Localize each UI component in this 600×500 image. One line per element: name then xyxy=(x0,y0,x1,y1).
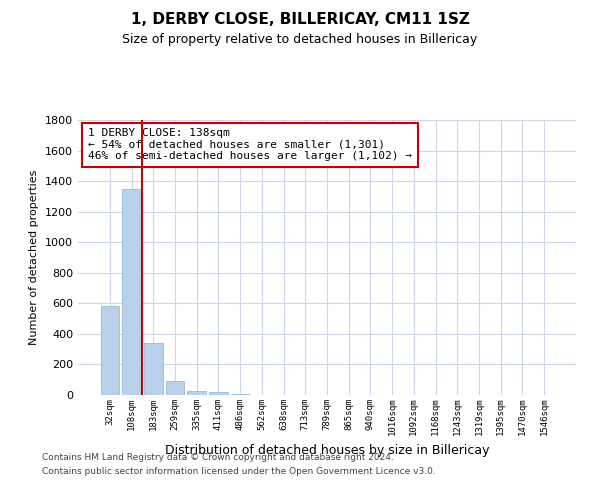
Bar xyxy=(101,306,119,395)
Bar xyxy=(209,392,227,395)
Bar xyxy=(144,343,163,395)
Bar xyxy=(187,390,206,395)
Text: Size of property relative to detached houses in Billericay: Size of property relative to detached ho… xyxy=(122,32,478,46)
Bar xyxy=(122,188,141,395)
Text: Contains HM Land Registry data © Crown copyright and database right 2024.: Contains HM Land Registry data © Crown c… xyxy=(42,452,394,462)
Text: 1 DERBY CLOSE: 138sqm
← 54% of detached houses are smaller (1,301)
46% of semi-d: 1 DERBY CLOSE: 138sqm ← 54% of detached … xyxy=(88,128,412,162)
Text: 1, DERBY CLOSE, BILLERICAY, CM11 1SZ: 1, DERBY CLOSE, BILLERICAY, CM11 1SZ xyxy=(131,12,469,28)
Text: Contains public sector information licensed under the Open Government Licence v3: Contains public sector information licen… xyxy=(42,468,436,476)
X-axis label: Distribution of detached houses by size in Billericay: Distribution of detached houses by size … xyxy=(165,444,489,456)
Y-axis label: Number of detached properties: Number of detached properties xyxy=(29,170,40,345)
Bar xyxy=(166,381,184,395)
Bar xyxy=(231,394,250,395)
